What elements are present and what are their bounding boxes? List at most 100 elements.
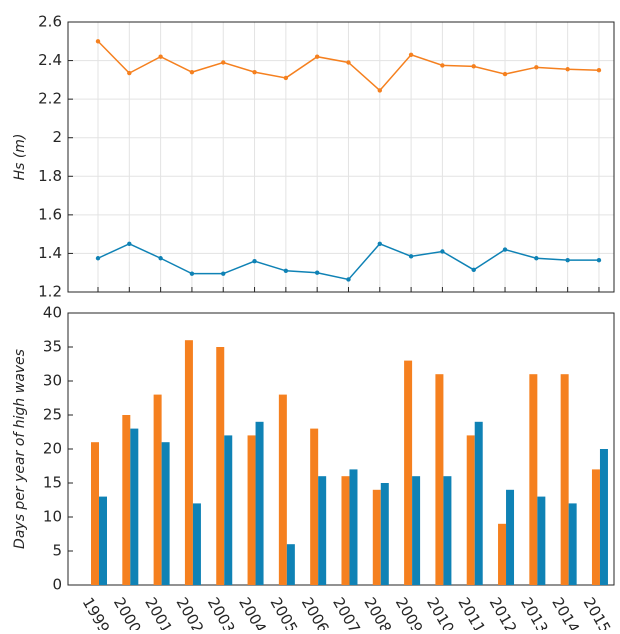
marker xyxy=(377,241,382,246)
bar xyxy=(122,415,131,585)
marker xyxy=(471,64,476,69)
bar xyxy=(435,374,444,585)
bar xyxy=(286,544,295,585)
y-tick-label: 15 xyxy=(43,474,62,492)
bar xyxy=(255,421,264,585)
bar xyxy=(443,476,452,585)
marker xyxy=(221,271,226,276)
bar xyxy=(161,442,170,585)
marker xyxy=(314,270,320,275)
marker xyxy=(95,39,101,44)
bar xyxy=(591,469,600,585)
x-tick-label: 2002 xyxy=(173,594,208,630)
marker xyxy=(189,69,195,75)
y-tick-label: 35 xyxy=(43,338,62,356)
y-axis-label: Days per year of high waves xyxy=(12,349,28,549)
y-tick-label: 10 xyxy=(43,508,62,526)
marker xyxy=(283,268,289,273)
y-tick-label: 40 xyxy=(43,304,62,322)
axes-box xyxy=(67,312,615,586)
bar xyxy=(474,421,483,585)
marker xyxy=(502,247,508,252)
bar xyxy=(498,523,507,585)
y-tick-label: 30 xyxy=(43,372,62,390)
x-tick-label: 2006 xyxy=(298,594,333,630)
x-tick-label: 2013 xyxy=(517,594,552,630)
x-tick-label: 2007 xyxy=(329,594,364,630)
bar xyxy=(184,340,193,585)
marker xyxy=(127,241,132,246)
marker xyxy=(158,256,163,261)
y-tick-label: 2.2 xyxy=(38,90,62,108)
x-tick-label: 2012 xyxy=(486,594,521,630)
y-axis-label: Hs (m) xyxy=(12,134,28,181)
y-tick-label: 20 xyxy=(43,440,62,458)
marker xyxy=(408,52,414,57)
x-tick-label: 2008 xyxy=(360,594,395,630)
y-tick-label: 1.8 xyxy=(38,167,62,185)
marker xyxy=(565,67,570,72)
marker xyxy=(221,60,226,65)
bar xyxy=(216,347,225,585)
marker xyxy=(377,88,382,93)
y-tick-label: 1.4 xyxy=(38,244,62,262)
marker xyxy=(534,65,539,70)
bar xyxy=(537,496,546,585)
x-tick-label: 2000 xyxy=(110,594,145,630)
marker xyxy=(502,71,508,77)
marker xyxy=(596,68,602,73)
bar xyxy=(192,503,201,585)
bar xyxy=(349,469,358,585)
bar xyxy=(506,489,515,585)
y-tick-label: 2.6 xyxy=(38,13,62,31)
x-tick-label: 2010 xyxy=(423,594,458,630)
marker xyxy=(346,277,351,282)
marker xyxy=(534,256,539,261)
bar xyxy=(224,435,233,585)
y-tick-label: 5 xyxy=(52,542,62,560)
x-tick-label: 2003 xyxy=(204,594,239,630)
bar xyxy=(310,428,319,585)
bar xyxy=(130,428,139,585)
bar xyxy=(372,489,381,585)
marker xyxy=(283,75,289,81)
y-tick-label: 1.6 xyxy=(38,205,62,223)
marker xyxy=(408,254,414,259)
bar xyxy=(278,394,287,585)
marker xyxy=(158,54,163,59)
axes-box xyxy=(67,21,615,293)
marker xyxy=(471,267,476,273)
bar xyxy=(404,360,413,585)
y-tick-label: 25 xyxy=(43,406,62,424)
bar xyxy=(318,476,327,585)
marker xyxy=(127,70,132,76)
marker xyxy=(189,271,195,276)
bar xyxy=(380,483,389,585)
bar xyxy=(568,503,577,585)
bar xyxy=(91,442,99,585)
marker xyxy=(314,54,320,59)
bar xyxy=(153,394,162,585)
x-tick-label: 1999 xyxy=(79,594,114,630)
x-tick-label: 2004 xyxy=(235,594,270,630)
marker xyxy=(565,257,570,263)
y-tick-label: 2.4 xyxy=(38,51,62,69)
x-tick-label: 2001 xyxy=(141,594,176,630)
x-tick-label: 2005 xyxy=(266,594,301,630)
bar xyxy=(247,435,256,585)
marker xyxy=(95,256,101,261)
bar xyxy=(560,374,569,585)
y-tick-label: 1.2 xyxy=(38,283,62,301)
x-tick-label: 2011 xyxy=(454,594,489,630)
marker xyxy=(346,60,351,65)
x-tick-label: 2014 xyxy=(548,594,583,630)
marker xyxy=(252,258,257,264)
marker xyxy=(596,257,602,263)
y-tick-label: 0 xyxy=(52,576,62,594)
marker xyxy=(252,69,257,75)
bar xyxy=(529,374,538,585)
bar xyxy=(466,435,475,585)
bar xyxy=(341,476,350,585)
marker xyxy=(440,63,445,68)
